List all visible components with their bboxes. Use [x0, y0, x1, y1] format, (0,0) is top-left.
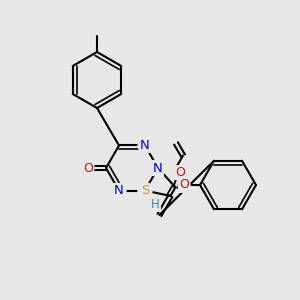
Text: N: N	[114, 184, 124, 197]
Text: S: S	[141, 184, 149, 197]
Circle shape	[82, 162, 94, 174]
Text: O: O	[176, 166, 185, 178]
Circle shape	[151, 161, 165, 175]
Circle shape	[138, 184, 152, 197]
Circle shape	[174, 166, 186, 178]
Text: O: O	[83, 161, 93, 175]
Circle shape	[112, 184, 126, 197]
Text: N: N	[140, 139, 150, 152]
Text: H: H	[151, 199, 160, 212]
Text: N: N	[153, 161, 163, 175]
Circle shape	[178, 179, 190, 191]
Circle shape	[150, 200, 161, 210]
Text: O: O	[179, 178, 189, 191]
Circle shape	[138, 139, 152, 152]
